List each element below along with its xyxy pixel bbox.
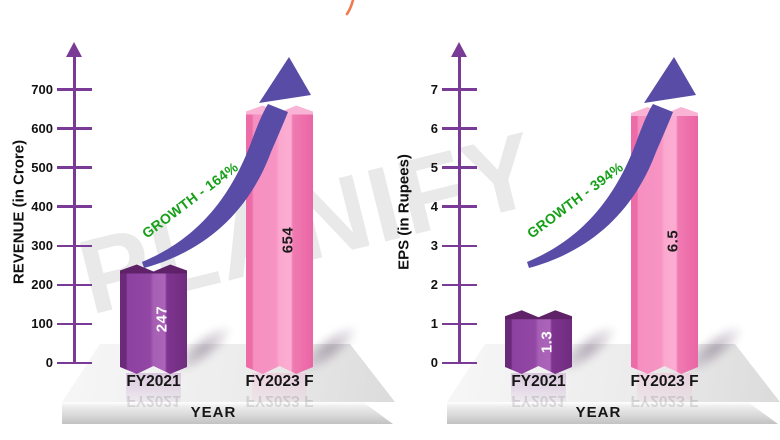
y-tick-label: 0 xyxy=(45,355,53,370)
y-axis-arrow-icon xyxy=(66,42,82,57)
growth-arrow-icon xyxy=(527,57,696,268)
y-tick xyxy=(442,166,477,169)
platform-surface xyxy=(62,344,395,402)
platform-surface xyxy=(447,344,780,402)
y-tick-label: 300 xyxy=(31,237,53,253)
bar-fy2021: 1.3 xyxy=(505,310,572,374)
y-tick xyxy=(442,322,477,326)
y-tick xyxy=(57,322,92,326)
y-axis-arrow-icon xyxy=(451,42,467,57)
y-tick xyxy=(57,166,92,169)
y-tick xyxy=(442,127,477,130)
y-tick-label: 1 xyxy=(430,315,438,331)
bar-front-face xyxy=(120,273,187,374)
y-tick-label: 200 xyxy=(31,276,53,292)
y-tick-label: 600 xyxy=(31,120,53,136)
y-tick xyxy=(57,127,92,130)
y-tick-label: 3 xyxy=(430,237,438,253)
orange-flame-icon xyxy=(345,0,355,16)
category-label: FY2023 F xyxy=(245,373,314,390)
y-tick-label: 4 xyxy=(430,198,438,214)
bar-fy2021: 247 xyxy=(120,264,187,374)
y-tick xyxy=(442,88,477,91)
growth-arrow-icon xyxy=(142,57,311,268)
y-tick-label: 7 xyxy=(430,81,438,97)
y-tick xyxy=(57,283,92,287)
y-axis-line xyxy=(458,55,461,364)
y-tick-label: 500 xyxy=(31,159,53,175)
y-tick xyxy=(442,361,477,365)
y-tick-label: 6 xyxy=(430,120,438,136)
y-tick xyxy=(442,205,477,208)
y-tick xyxy=(442,244,477,248)
y-tick xyxy=(57,244,92,248)
category-label: FY2021 xyxy=(126,373,181,390)
y-tick-label: 0 xyxy=(430,355,438,370)
x-axis-slab: YEAR xyxy=(447,402,778,424)
y-tick xyxy=(442,283,477,287)
y-tick-label: 100 xyxy=(31,315,53,331)
revenue-chart: YEAR 0 100 200 300 400 500 600 700 REVENUE (in … xyxy=(11,42,395,424)
y-tick xyxy=(57,88,92,91)
y-tick-label: 2 xyxy=(430,276,438,292)
x-axis-title: YEAR xyxy=(190,404,237,421)
y-tick xyxy=(57,205,92,208)
category-label: FY2023 F xyxy=(630,373,699,390)
y-axis-line xyxy=(73,55,76,364)
y-tick-label: 400 xyxy=(31,198,53,214)
x-axis-slab: YEAR xyxy=(62,402,393,424)
x-axis-title: YEAR xyxy=(575,404,622,421)
category-label: FY2021 xyxy=(511,373,566,390)
bar-front-face xyxy=(505,319,572,374)
y-tick xyxy=(57,361,92,365)
y-tick-label: 700 xyxy=(31,81,53,97)
y-tick-label: 5 xyxy=(430,159,438,175)
